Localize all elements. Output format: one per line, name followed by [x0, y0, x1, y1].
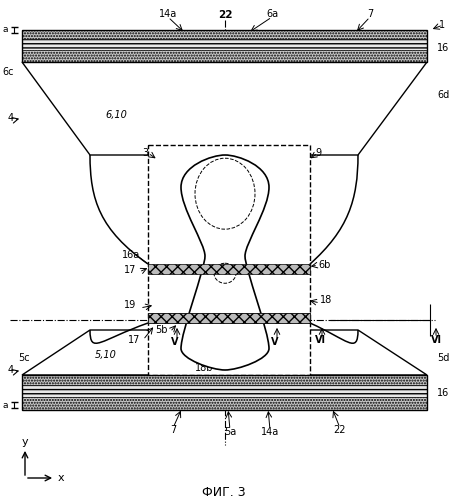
Text: 14a: 14a [261, 427, 279, 437]
Text: VI: VI [314, 335, 326, 345]
Text: a: a [3, 400, 8, 409]
Text: 5d: 5d [437, 353, 449, 363]
Bar [22, 30, 427, 62]
Text: y: y [22, 437, 28, 447]
Text: 16: 16 [437, 388, 449, 398]
Text: 5a: 5a [224, 427, 236, 437]
Text: 17: 17 [123, 265, 136, 275]
Bar [148, 145, 310, 375]
Text: 6d: 6d [437, 90, 449, 100]
Text: 19: 19 [124, 300, 136, 310]
Text: 2: 2 [247, 295, 253, 305]
Polygon shape [22, 330, 427, 375]
Text: 14a: 14a [159, 9, 177, 19]
Bar [22, 375, 427, 385]
Bar [22, 30, 427, 39]
Text: 22: 22 [334, 425, 346, 435]
Text: 5b: 5b [155, 325, 168, 335]
Bar [22, 397, 427, 410]
Text: V: V [271, 337, 279, 347]
Text: 3: 3 [142, 148, 148, 158]
Text: 4: 4 [8, 113, 14, 123]
Bar [148, 264, 310, 274]
Text: 16a: 16a [122, 250, 140, 260]
Text: 7: 7 [170, 425, 176, 435]
Text: x: x [57, 473, 64, 483]
Text: 6c: 6c [3, 67, 14, 77]
Bar [22, 50, 427, 62]
Bar [22, 39, 427, 50]
Text: 6b: 6b [318, 260, 330, 270]
Text: 17: 17 [128, 335, 140, 345]
Text: 5c: 5c [18, 353, 30, 363]
Text: 9: 9 [315, 148, 321, 158]
Text: 18: 18 [320, 295, 332, 305]
Text: 1: 1 [439, 20, 445, 30]
Bar [22, 385, 427, 397]
Text: 16: 16 [437, 43, 449, 53]
PathPatch shape [181, 155, 269, 370]
Text: VI: VI [431, 335, 441, 345]
Text: 18b: 18b [195, 363, 214, 373]
Text: ФИГ. 3: ФИГ. 3 [202, 486, 246, 498]
Bar [148, 313, 310, 323]
Text: V: V [171, 337, 179, 347]
Polygon shape [22, 62, 427, 155]
Text: 22: 22 [218, 10, 232, 20]
Text: 5,10: 5,10 [95, 350, 117, 360]
Bar [148, 313, 310, 323]
Text: a: a [3, 26, 8, 35]
Text: 6,10: 6,10 [105, 110, 127, 120]
Text: 7: 7 [367, 9, 373, 19]
Bar [22, 375, 427, 410]
Text: 4: 4 [8, 365, 14, 375]
Text: 6a: 6a [266, 9, 278, 19]
